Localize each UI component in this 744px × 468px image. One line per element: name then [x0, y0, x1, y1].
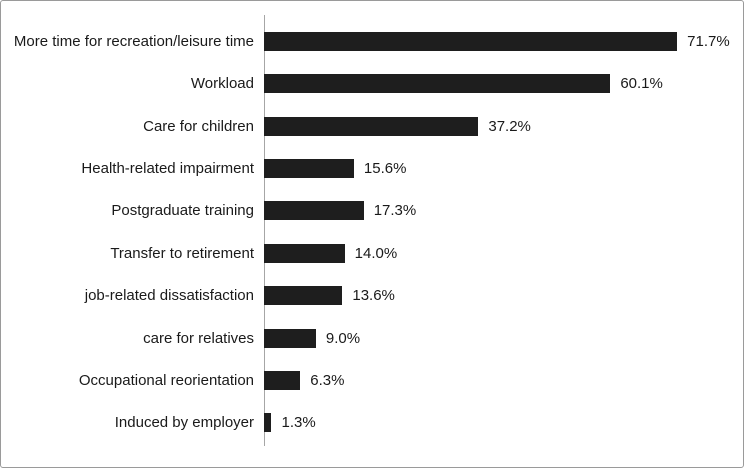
category-label: Occupational reorientation — [78, 371, 254, 389]
category-label: Transfer to retirement — [110, 244, 254, 262]
category-label: Care for children — [143, 117, 254, 135]
table-row: Occupational reorientation 6.3% — [1, 359, 743, 401]
category-label: More time for recreation/leisure time — [13, 32, 254, 50]
category-label: job-related dissatisfaction — [84, 287, 254, 305]
bar — [264, 328, 316, 348]
bar — [264, 31, 678, 51]
bar — [264, 74, 611, 94]
category-label: Health-related impairment — [81, 159, 254, 177]
value-label: 71.7% — [687, 32, 730, 50]
bar-track: 71.7% — [264, 20, 730, 62]
table-row: Postgraduate training 17.3% — [1, 190, 743, 232]
bar-track: 14.0% — [264, 232, 725, 274]
bar-track: 9.0% — [264, 317, 725, 359]
table-row: job-related dissatisfaction 13.6% — [1, 274, 743, 316]
bar-track: 15.6% — [264, 147, 725, 189]
bar-track: 60.1% — [264, 62, 725, 104]
value-label: 60.1% — [620, 75, 663, 93]
bar-track: 1.3% — [264, 402, 725, 444]
value-label: 13.6% — [352, 287, 395, 305]
bar — [264, 116, 479, 136]
table-row: More time for recreation/leisure time 71.… — [1, 20, 743, 62]
bar — [264, 201, 364, 221]
table-row: Workload 60.1% — [1, 62, 743, 104]
bar — [264, 413, 272, 433]
chart-rows: More time for recreation/leisure time 71.… — [1, 20, 743, 444]
bar-track: 6.3% — [264, 359, 725, 401]
category-label: care for relatives — [143, 329, 254, 347]
bar-track: 17.3% — [264, 190, 725, 232]
bar-track: 37.2% — [264, 105, 725, 147]
value-label: 37.2% — [488, 117, 531, 135]
category-label: Induced by employer — [114, 414, 254, 432]
table-row: Care for children 37.2% — [1, 105, 743, 147]
value-label: 15.6% — [363, 159, 407, 177]
table-row: Transfer to retirement 14.0% — [1, 232, 743, 274]
table-row: care for relatives 9.0% — [1, 317, 743, 359]
table-row: Health-related impairment 15.6% — [1, 147, 743, 189]
value-label: 9.0% — [325, 329, 361, 347]
y-axis-line — [264, 15, 265, 446]
category-label: Postgraduate training — [111, 202, 254, 220]
table-row: Induced by employer 1.3% — [1, 402, 743, 444]
category-label: Workload — [190, 75, 254, 93]
bar — [264, 370, 301, 390]
value-label: 1.3% — [281, 414, 316, 432]
bar — [264, 286, 343, 306]
bar — [264, 243, 345, 263]
value-label: 14.0% — [354, 244, 398, 262]
bar — [264, 158, 354, 178]
value-label: 17.3% — [373, 202, 417, 220]
value-label: 6.3% — [310, 371, 345, 389]
bar-track: 13.6% — [264, 274, 725, 316]
